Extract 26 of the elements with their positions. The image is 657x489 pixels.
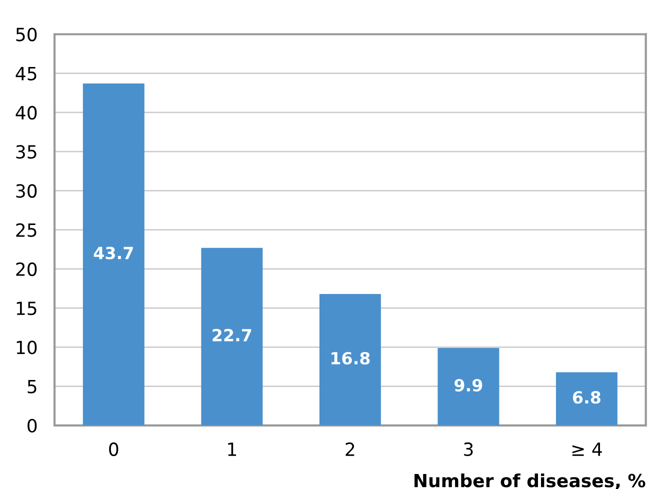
bar bbox=[438, 348, 500, 426]
y-tick-label: 30 bbox=[16, 184, 37, 198]
y-tick-label: 40 bbox=[16, 106, 37, 120]
bar bbox=[556, 372, 618, 426]
data-label: 16.8 bbox=[332, 352, 370, 365]
bar bbox=[201, 248, 263, 426]
data-label: 22.7 bbox=[212, 328, 252, 342]
y-tick-label: 0 bbox=[28, 418, 37, 433]
y-tick-label: 15 bbox=[16, 302, 36, 316]
data-label: 9.9 bbox=[454, 378, 482, 392]
x-tick-label: 2 bbox=[346, 442, 354, 456]
y-tick-label: 35 bbox=[16, 145, 36, 159]
bar bbox=[319, 294, 381, 426]
y-tick-label: 45 bbox=[16, 67, 36, 80]
x-tick-label: 3 bbox=[464, 442, 473, 456]
y-tick-label: 5 bbox=[28, 380, 36, 394]
x-tick-label: 0 bbox=[109, 442, 118, 456]
y-tick-label: 10 bbox=[16, 340, 37, 354]
data-label: 6.8 bbox=[572, 391, 600, 404]
y-tick-label: 25 bbox=[16, 223, 36, 237]
bar bbox=[82, 84, 144, 426]
x-tick-label: ≥ 4 bbox=[572, 442, 602, 456]
data-label: 43.7 bbox=[94, 246, 133, 260]
y-tick-label: 50 bbox=[16, 28, 37, 42]
y-tick-label: 20 bbox=[16, 262, 37, 276]
x-tick-label: 1 bbox=[228, 442, 236, 456]
